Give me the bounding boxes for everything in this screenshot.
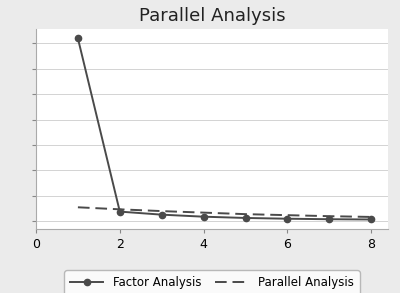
- Legend: Factor Analysis, Parallel Analysis: Factor Analysis, Parallel Analysis: [64, 270, 360, 293]
- Title: Parallel Analysis: Parallel Analysis: [139, 7, 285, 25]
